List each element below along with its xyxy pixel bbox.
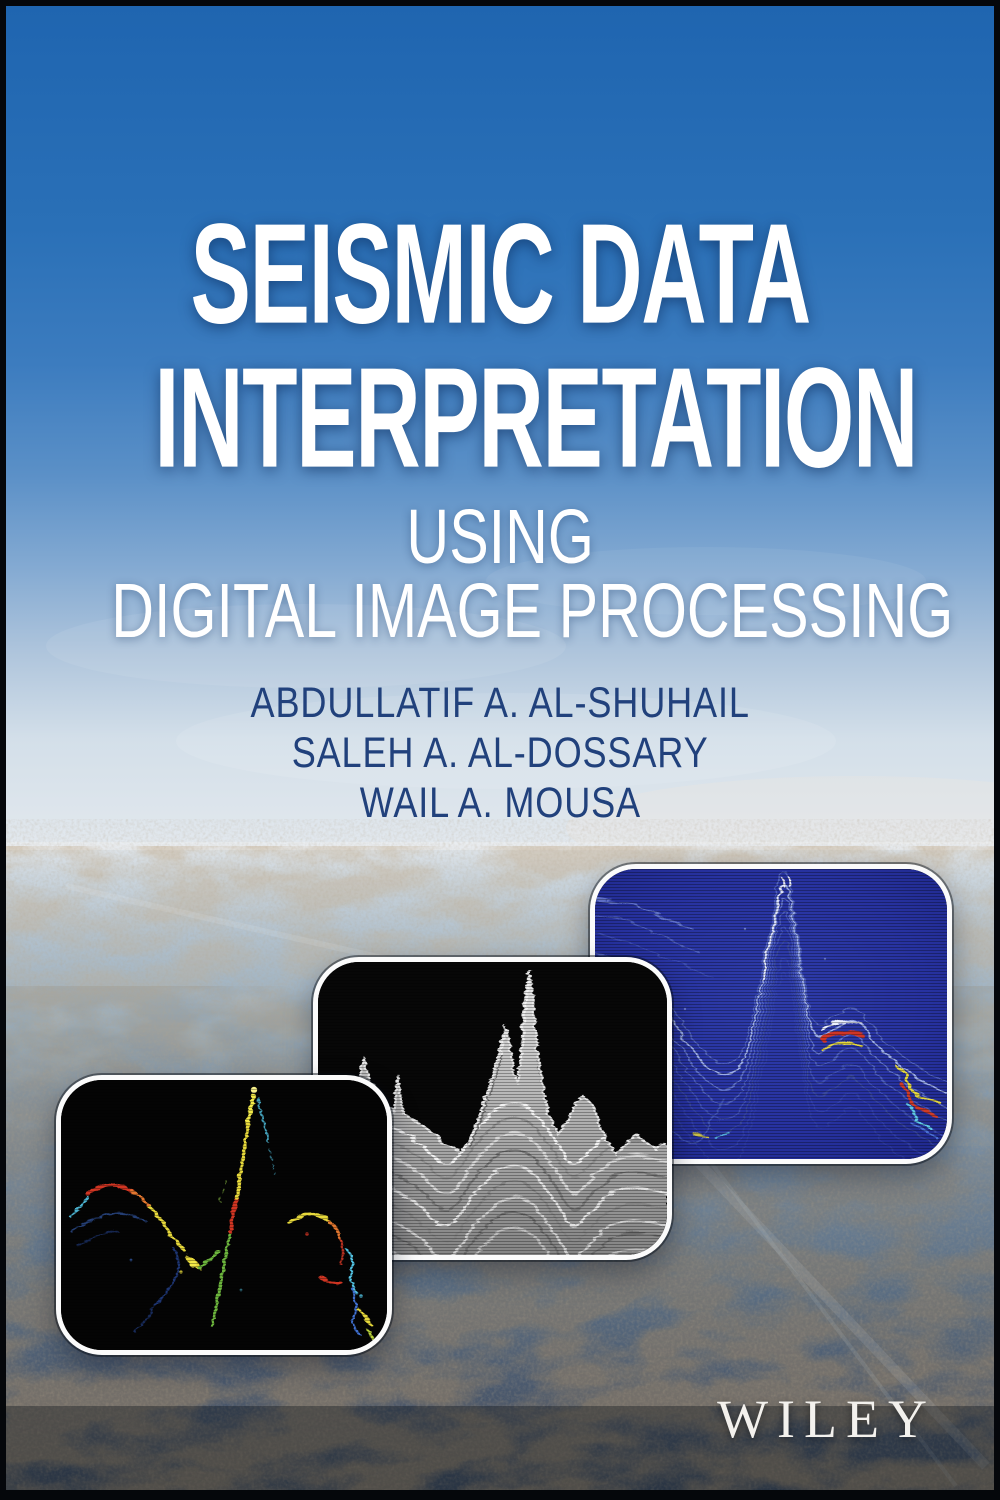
subtitle-text: DIGITAL IMAGE PROCESSING <box>111 567 954 654</box>
author-3-text: WAIL A. MOUSA <box>359 779 641 827</box>
author-2: SALEH A. AL-DOSSARY <box>6 728 994 778</box>
title-line-2-text: INTERPRETATION <box>154 337 918 498</box>
seismic-horizon-picks-panel-icon <box>61 1080 387 1350</box>
subtitle: DIGITAL IMAGE PROCESSING <box>6 567 994 654</box>
title-line-1: SEISMIC DATA <box>6 199 994 348</box>
title-connector: USING <box>6 493 994 580</box>
author-2-text: SALEH A. AL-DOSSARY <box>291 729 709 777</box>
title-line-2: INTERPRETATION <box>6 343 994 492</box>
seismic-horizon-picks-panel <box>56 1075 392 1355</box>
author-1: ABDULLATIF A. AL-SHUHAIL <box>6 678 994 728</box>
author-1-text: ABDULLATIF A. AL-SHUHAIL <box>250 679 750 727</box>
author-3: WAIL A. MOUSA <box>6 778 994 828</box>
title-connector-text: USING <box>406 493 594 580</box>
wiley-logo: WILEY <box>717 1389 936 1449</box>
title-line-1-text: SEISMIC DATA <box>190 193 811 354</box>
author-list: ABDULLATIF A. AL-SHUHAIL SALEH A. AL-DOS… <box>6 678 994 828</box>
